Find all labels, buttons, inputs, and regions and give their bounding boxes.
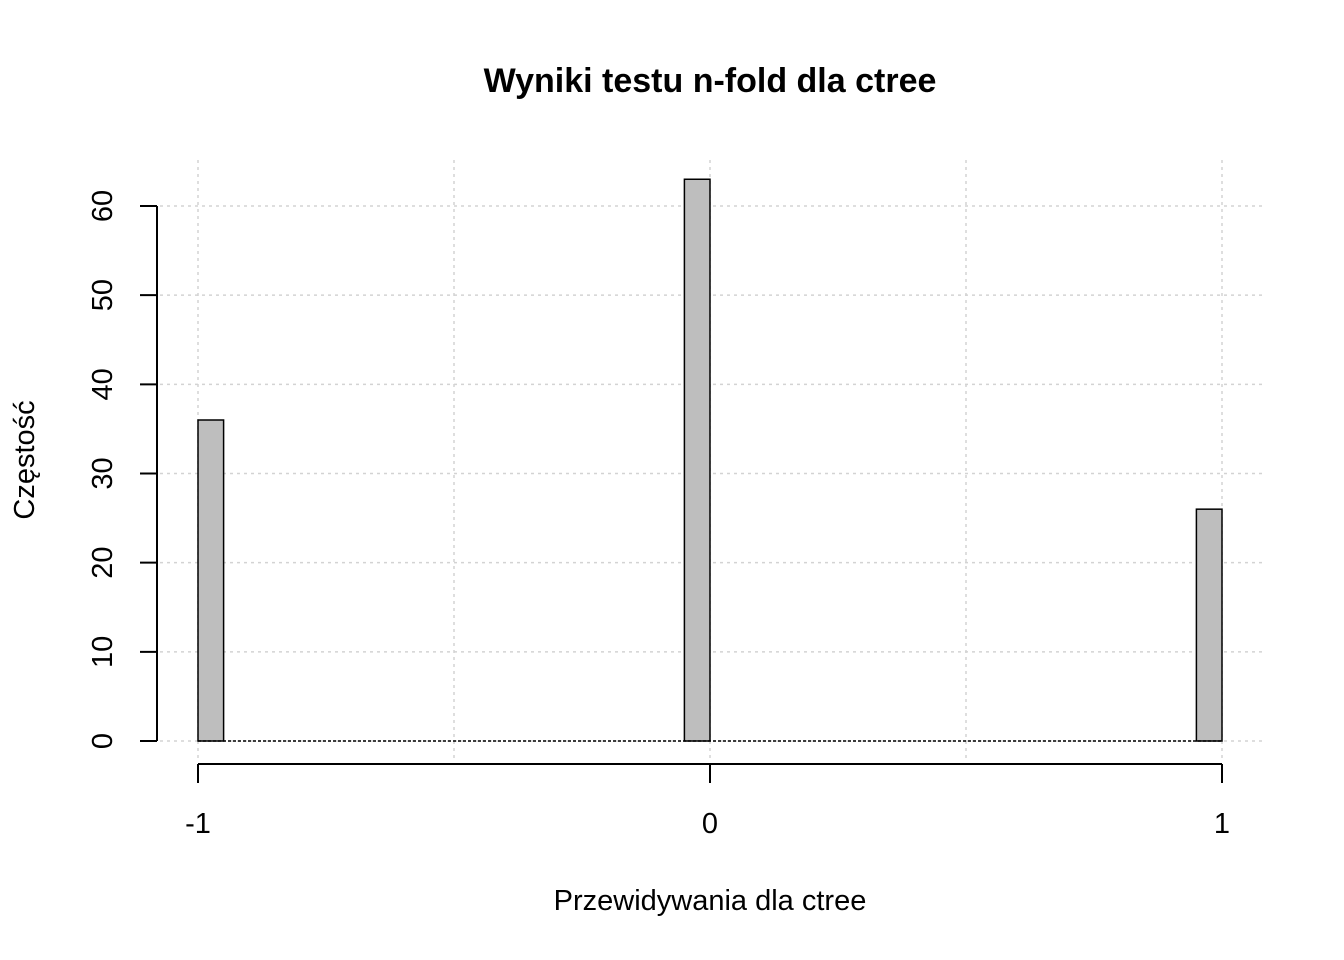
bars [197,178,1223,742]
y-tick-label-10: 10 [87,636,119,668]
bar-0 [683,178,711,742]
x-tick-label--1: -1 [185,808,211,840]
y-tick-label-30: 30 [87,457,119,489]
y-tick-label-60: 60 [87,190,119,222]
y-tick-label-20: 20 [87,547,119,579]
bar-1 [1195,508,1223,742]
y-tick-label-50: 50 [87,279,119,311]
x-axis-label: Przewidywania dla ctree [554,885,867,917]
x-tick-label-0: 0 [702,808,718,840]
y-tick-label-0: 0 [87,733,119,749]
bar--1 [197,419,225,742]
x-tick-label-1: 1 [1214,808,1230,840]
y-axis: 0 10 20 30 40 50 60 [87,190,158,749]
x-axis: -1 0 1 [185,763,1230,840]
grid-lines [160,160,1266,762]
chart-title: Wyniki testu n-fold dla ctree [484,62,937,100]
y-axis-label: Częstość [9,400,41,519]
y-tick-label-40: 40 [87,368,119,400]
